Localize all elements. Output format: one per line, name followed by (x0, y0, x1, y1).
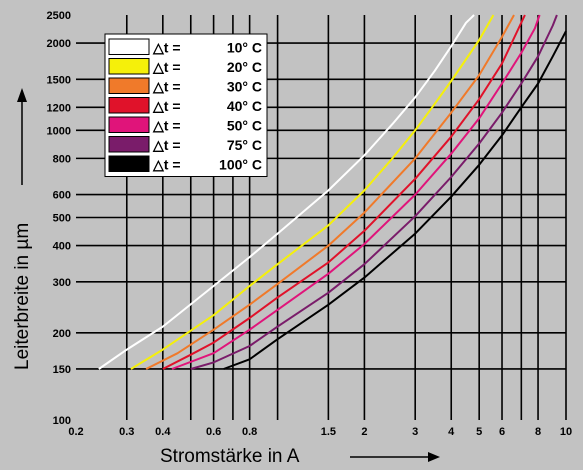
y-axis-arrow (17, 88, 27, 185)
legend-prefix: △t = (152, 79, 181, 95)
legend-prefix: △t = (152, 98, 181, 114)
legend-swatch (108, 155, 150, 172)
legend-swatch (108, 136, 150, 153)
legend-prefix: △t = (152, 157, 181, 173)
legend-label: 75° C (227, 137, 262, 153)
x-tick-label: 2 (361, 426, 367, 438)
legend-label: 10° C (227, 40, 262, 56)
y-tick-labels: 100 150 200 300 400 500 600 800 1000 1200 1500 2000… (47, 10, 71, 427)
x-tick-label: 1.5 (321, 426, 336, 438)
legend-swatch (108, 77, 150, 94)
x-tick-label: 6 (499, 426, 505, 438)
y-tick-label: 300 (53, 277, 71, 289)
legend-prefix: △t = (152, 40, 181, 56)
x-tick-label: 8 (535, 426, 541, 438)
x-tick-label: 4 (448, 426, 455, 438)
series-line-7 (223, 30, 567, 370)
x-tick-label: 3 (412, 426, 418, 438)
x-tick-labels: 0.2 0.3 0.4 0.6 0.8 1.5 2 3 4 5 6 8 10 (68, 426, 572, 438)
y-tick-label: 2500 (47, 10, 71, 22)
y-tick-label: 100 (53, 415, 71, 427)
x-axis-arrow (350, 452, 440, 462)
legend-label: 100° C (219, 157, 262, 173)
x-tick-label: 5 (476, 426, 482, 438)
y-tick-label: 800 (53, 153, 71, 165)
x-tick-label: 0.8 (242, 426, 257, 438)
series-line-6 (190, 14, 558, 370)
x-axis-title: Stromstärke in A (160, 446, 300, 467)
series-line-5 (171, 14, 541, 370)
y-tick-label: 500 (53, 213, 71, 225)
legend-swatch (108, 38, 150, 55)
legend-prefix: △t = (152, 59, 181, 75)
y-tick-label: 1000 (47, 125, 71, 137)
y-tick-label: 1500 (47, 74, 71, 86)
legend: △t = 10° C △t = 20° C △t = 30° C △t = 40° C △t =… (104, 33, 268, 177)
series-line-3 (145, 14, 515, 370)
y-tick-label: 150 (53, 364, 71, 376)
legend-prefix: △t = (152, 137, 181, 153)
y-axis-title: Leiterbreite in µm (12, 223, 33, 370)
x-tick-label: 0.3 (119, 426, 134, 438)
series-line-4 (162, 14, 526, 370)
series-line-2 (130, 14, 495, 370)
legend-swatch (108, 97, 150, 114)
legend-swatch (108, 58, 150, 75)
series-group (98, 14, 567, 370)
x-tick-label: 10 (560, 426, 572, 438)
legend-swatch (108, 116, 150, 133)
x-tick-label: 0.2 (68, 426, 83, 438)
x-tick-label: 0.4 (155, 426, 171, 438)
y-tick-label: 200 (53, 328, 71, 340)
legend-label: 40° C (227, 98, 262, 114)
x-tick-label: 0.6 (206, 426, 221, 438)
y-tick-label: 1200 (47, 102, 71, 114)
legend-label: 20° C (227, 59, 262, 75)
legend-label: 50° C (227, 118, 262, 134)
y-tick-label: 600 (53, 190, 71, 202)
series-line-1 (98, 14, 475, 370)
legend-prefix: △t = (152, 118, 181, 134)
legend-label: 30° C (227, 79, 262, 95)
y-tick-label: 2000 (47, 38, 71, 50)
y-tick-label: 400 (53, 241, 71, 253)
